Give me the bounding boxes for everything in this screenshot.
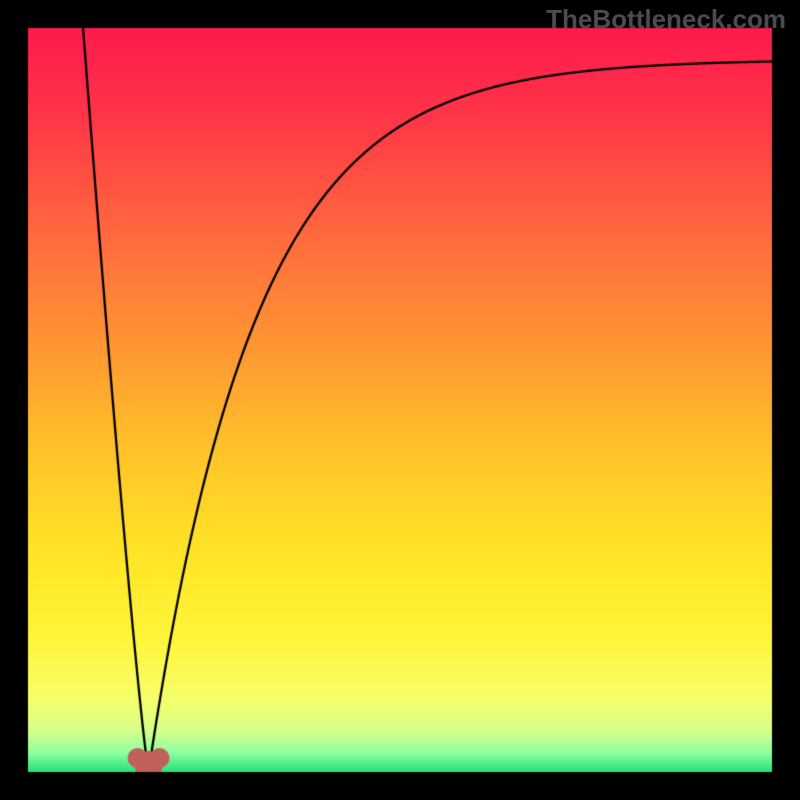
watermark-text: TheBottleneck.com xyxy=(546,4,786,35)
bottleneck-curve-chart xyxy=(0,0,800,800)
chart-stage: TheBottleneck.com xyxy=(0,0,800,800)
